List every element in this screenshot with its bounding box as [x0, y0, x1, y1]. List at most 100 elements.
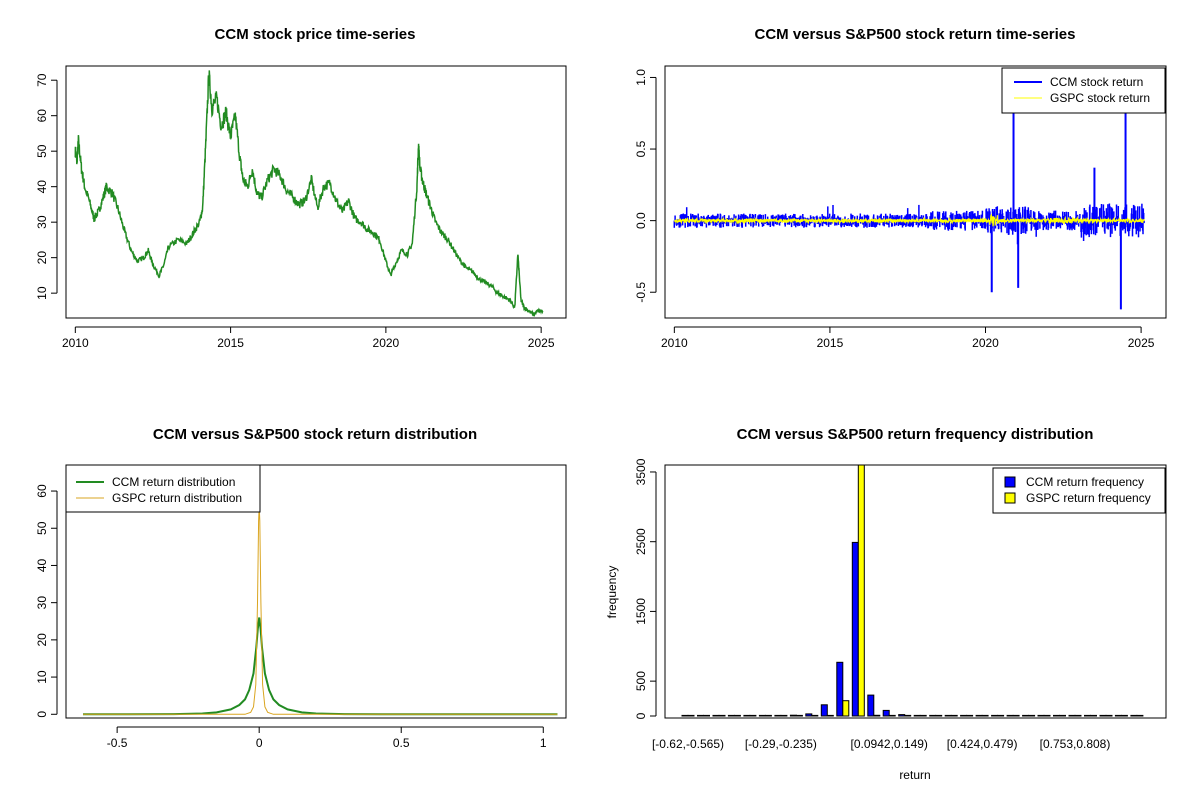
ccm-frequency-bar [758, 714, 766, 717]
frequency-x-tick-label: [-0.62,-0.565) [652, 737, 724, 751]
frequency-x-tick-label: [-0.29,-0.235) [745, 737, 817, 751]
frequency-y-tick-label: 2500 [634, 528, 648, 555]
gspc-frequency-bar [687, 714, 695, 717]
density-chart-title: CCM versus S&P500 stock return distribut… [153, 426, 477, 443]
gspc-frequency-bar [718, 714, 726, 717]
ccm-density-line [82, 617, 558, 716]
gspc-frequency-bar [749, 714, 757, 717]
density-legend-box [65, 464, 261, 513]
returns-x-tick-label: 2020 [972, 336, 999, 350]
price-y-tick-label: 50 [35, 144, 49, 158]
ccm-frequency-bar [789, 714, 797, 717]
returns-x-tick-label: 2010 [661, 336, 688, 350]
density-x-tick-label: 0 [256, 736, 263, 750]
ccm-frequency-bar [805, 713, 813, 717]
gspc-frequency-bar [873, 714, 881, 717]
frequency-y-tick-label: 3500 [634, 458, 648, 485]
gspc-frequency-bar [935, 714, 943, 717]
frequency-x-axis-label: return [899, 768, 930, 782]
ccm-frequency-bar [1022, 714, 1030, 717]
returns-y-tick-label: 0.5 [634, 140, 648, 157]
ccm-frequency-bar [867, 694, 875, 717]
ccm-frequency-bar [882, 709, 890, 717]
ccm-frequency-bar [975, 714, 983, 717]
ccm-frequency-bar [1037, 714, 1045, 717]
gspc-frequency-bar [981, 714, 989, 717]
returns-legend-box [1001, 67, 1166, 114]
gspc-frequency-bar [1059, 714, 1066, 717]
panel-density: CCM versus S&P500 stock return distribut… [35, 426, 567, 750]
gspc-frequency-bar [764, 714, 772, 717]
ccm-return-series [673, 106, 1145, 310]
ccm-frequency-bar [697, 714, 704, 717]
panel-returns: CCM versus S&P500 stock return time-seri… [634, 26, 1167, 350]
price-y-tick-label: 70 [35, 73, 49, 87]
legend-gspc-return-label: GSPC stock return [1050, 91, 1150, 105]
price-x-tick-label: 2015 [217, 336, 244, 350]
gspc-frequency-bar [1105, 714, 1113, 717]
gspc-frequency-bar [1028, 714, 1036, 717]
legend-ccm-frequency-swatch [1004, 476, 1016, 488]
returns-axes: 2010 2015 2020 2025 -0.5 0.0 0.5 1.0 [634, 69, 1155, 350]
gspc-frequency-bar [1043, 714, 1051, 717]
frequency-axes: 0 500 1500 2500 3500 [-0.62,-0.565) [-0.29,-0.… [634, 458, 1110, 751]
price-x-tick-label: 2025 [528, 336, 555, 350]
gspc-frequency-bar [997, 714, 1005, 717]
gspc-frequency-bar [733, 714, 741, 717]
gspc-frequency-bar [811, 714, 819, 717]
price-y-tick-label: 20 [35, 251, 49, 265]
gspc-frequency-bar [1074, 714, 1082, 717]
density-plot-box [65, 464, 567, 719]
frequency-chart-title: CCM versus S&P500 return frequency distr… [737, 426, 1094, 443]
price-y-tick-label: 40 [35, 180, 49, 194]
legend-gspc-frequency-label: GSPC return frequency [1026, 491, 1151, 505]
gspc-frequency-bar [857, 464, 865, 717]
ccm-frequency-bar [944, 714, 952, 717]
returns-y-tick-label: 1.0 [634, 69, 648, 86]
ccm-frequency-bar [743, 714, 751, 717]
ccm-frequency-bar [1099, 714, 1107, 717]
density-y-tick-label: 0 [35, 711, 49, 718]
ccm-frequency-bar [1068, 714, 1076, 717]
ccm-frequency-bar [1006, 714, 1014, 717]
legend-ccm-frequency-label: CCM return frequency [1026, 475, 1144, 489]
price-chart-title: CCM stock price time-series [215, 26, 416, 43]
price-axes: 2010 2015 2020 2025 10 20 30 40 50 60 70 [35, 73, 555, 350]
ccm-frequency-bar [913, 714, 921, 717]
ccm-frequency-bar [851, 541, 859, 717]
frequency-x-tick-label: [0.424,0.479) [947, 737, 1018, 751]
ccm-frequency-bar [1053, 714, 1060, 717]
density-y-tick-label: 40 [35, 558, 49, 572]
ccm-frequency-bar [727, 714, 735, 717]
returns-chart-title: CCM versus S&P500 stock return time-seri… [755, 26, 1076, 43]
frequency-legend-box [992, 467, 1166, 514]
price-plot-box [65, 65, 567, 319]
density-y-tick-label: 60 [35, 484, 49, 498]
density-y-tick-label: 50 [35, 521, 49, 535]
ccm-frequency-bar [836, 661, 844, 717]
gspc-frequency-bar [842, 700, 850, 717]
ccm-frequency-bar [1130, 714, 1138, 717]
ccm-frequency-bar [820, 704, 828, 717]
price-y-tick-label: 60 [35, 109, 49, 123]
ccm-frequency-bar [960, 714, 968, 717]
frequency-y-tick-label: 500 [634, 671, 648, 691]
ccm-frequency-bar [1114, 714, 1122, 717]
gspc-frequency-bar [966, 714, 974, 717]
returns-x-tick-label: 2015 [817, 336, 844, 350]
returns-x-tick-label: 2025 [1128, 336, 1155, 350]
price-x-tick-label: 2020 [373, 336, 400, 350]
price-series-line [74, 70, 544, 318]
gspc-return-line [673, 213, 1145, 227]
ccm-frequency-bar [898, 714, 906, 717]
gspc-frequency-bar [1120, 714, 1128, 717]
frequency-bars [681, 464, 1144, 717]
gspc-density-line [83, 505, 558, 715]
price-x-tick-label: 2010 [62, 336, 89, 350]
ccm-frequency-bar [991, 714, 999, 717]
ccm-frequency-bar [1084, 714, 1091, 717]
ccm-frequency-bar [929, 714, 937, 717]
gspc-frequency-bar [919, 714, 927, 717]
